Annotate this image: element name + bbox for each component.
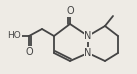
Text: O: O: [25, 47, 33, 57]
Text: N: N: [84, 48, 92, 58]
Text: O: O: [66, 6, 74, 16]
Text: HO: HO: [7, 32, 21, 40]
Text: N: N: [84, 31, 92, 41]
